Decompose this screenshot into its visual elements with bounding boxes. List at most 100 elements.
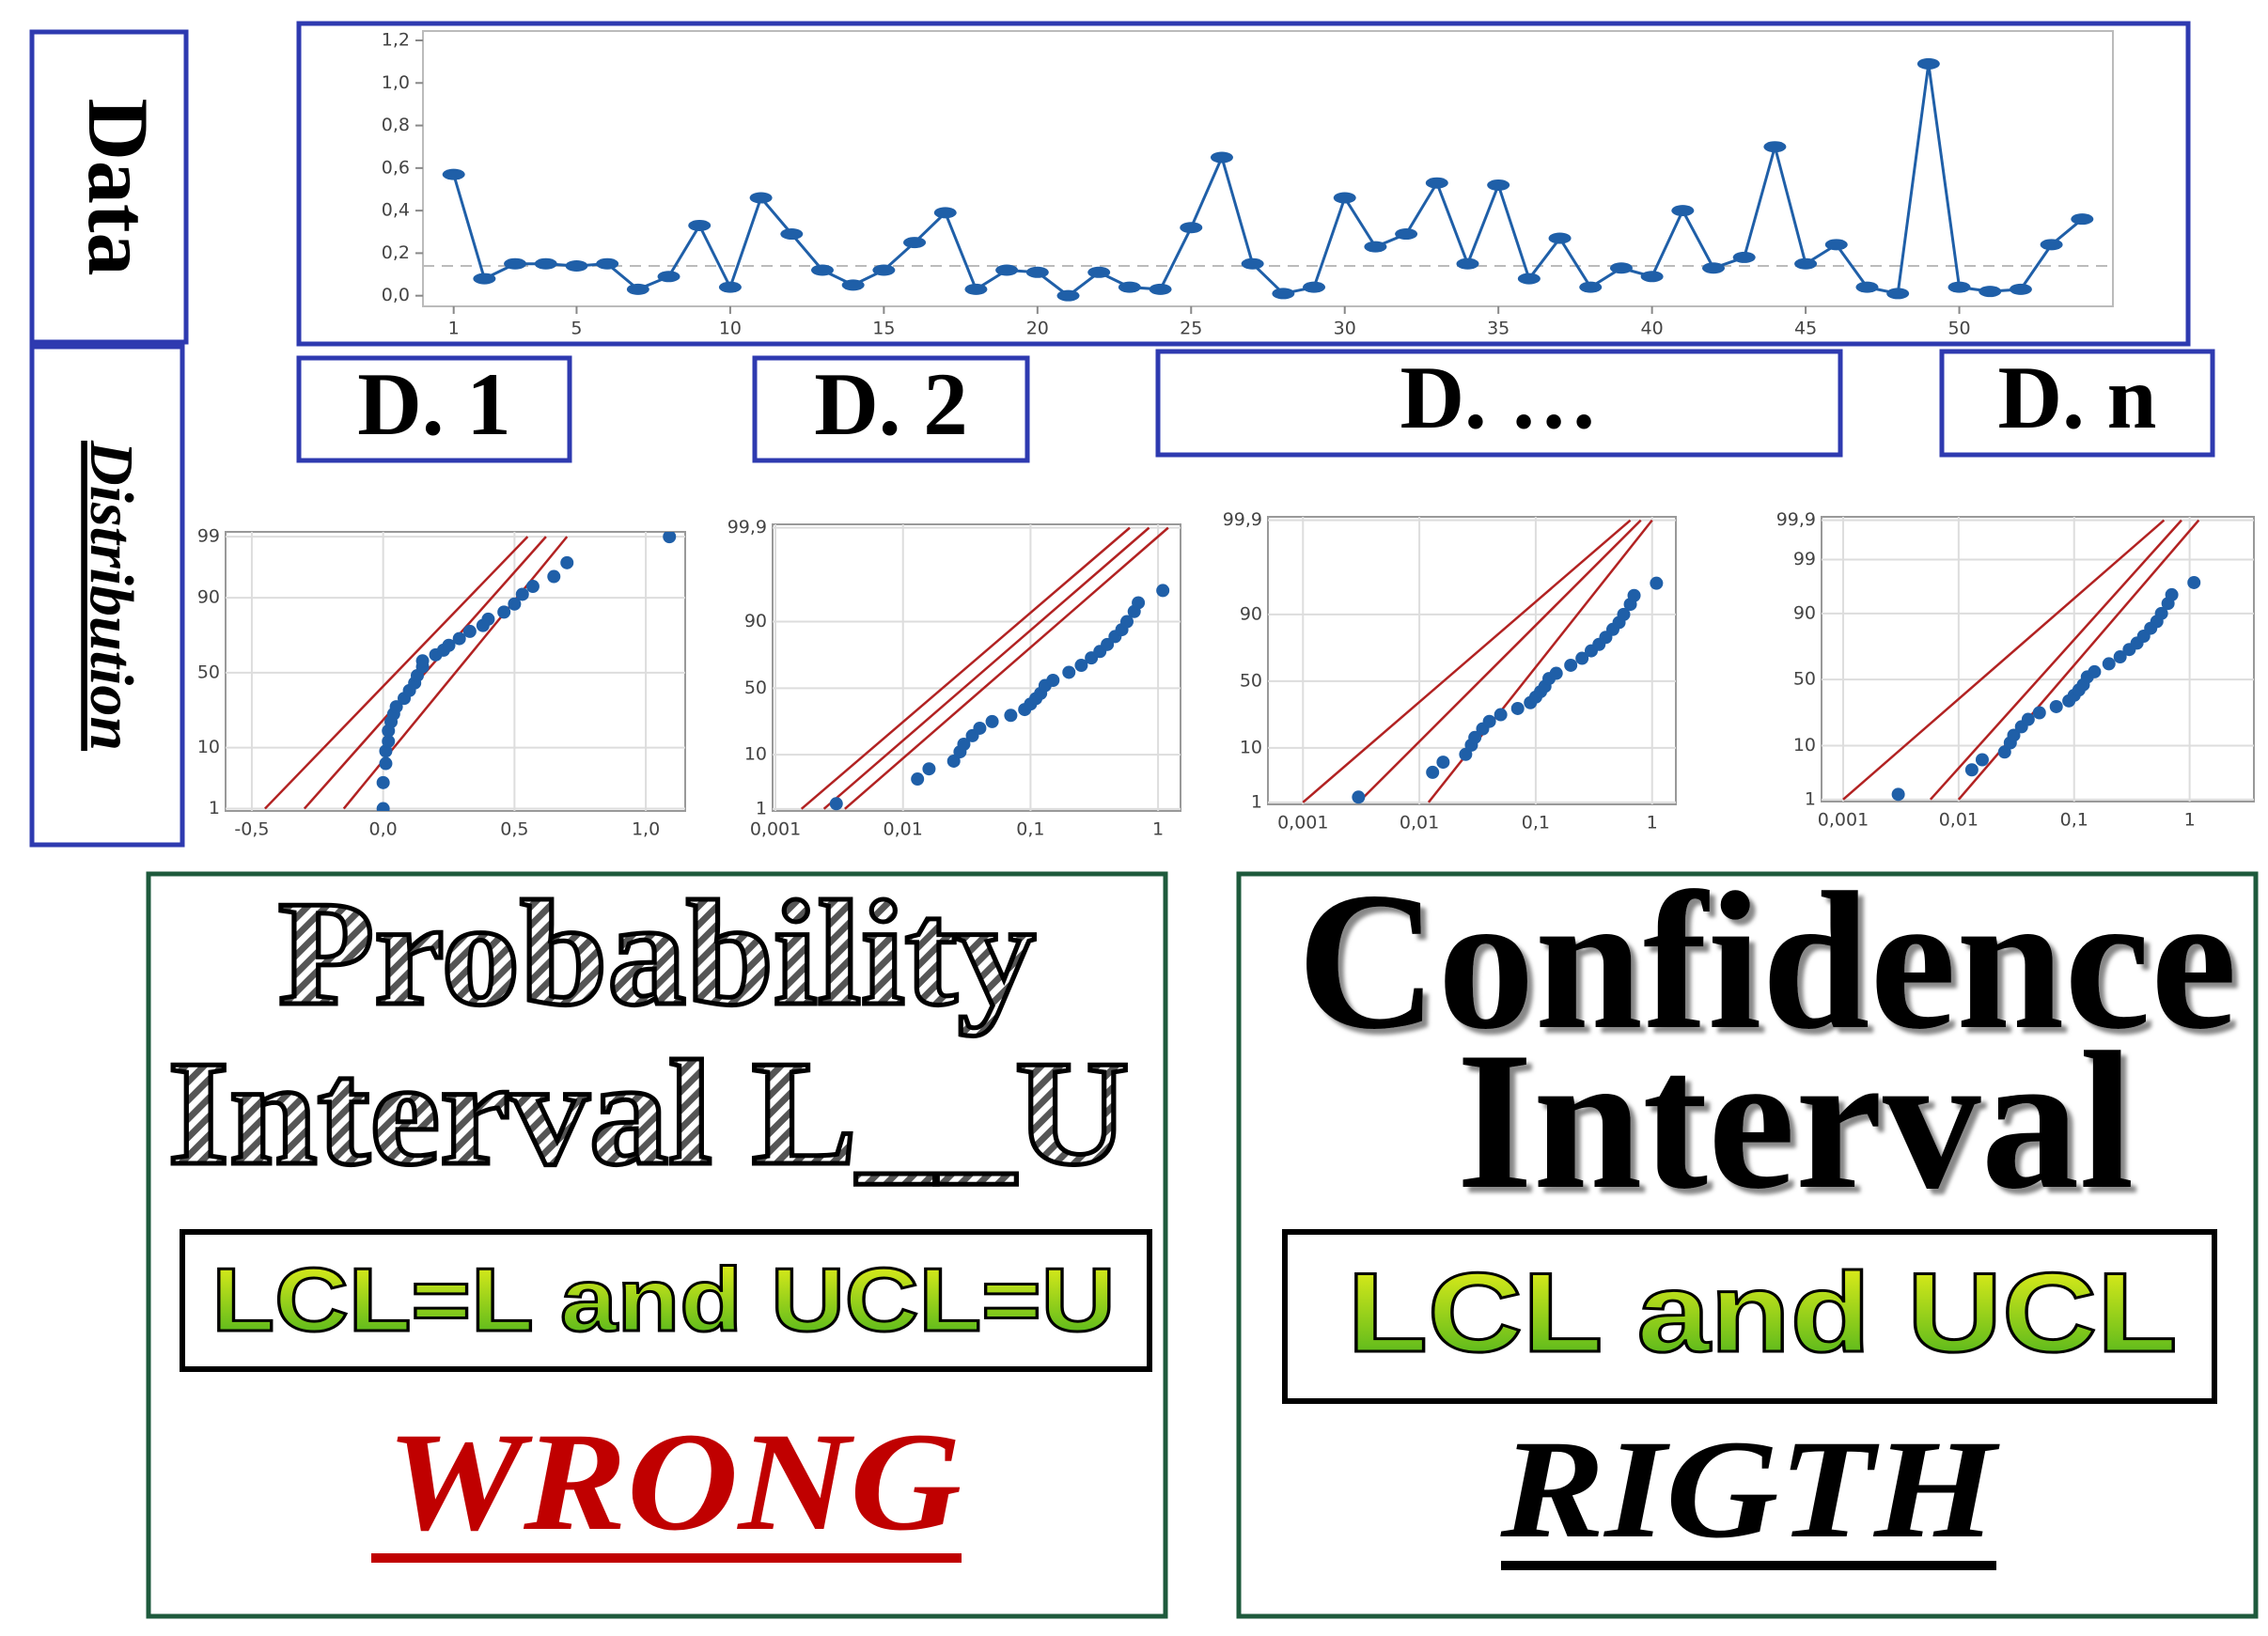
data-point: [1132, 596, 1146, 610]
plot-content: [1302, 519, 1664, 804]
data-line: [452, 63, 2084, 298]
fit-line: [1357, 519, 1642, 803]
y-tick-label: 1: [1805, 788, 1816, 809]
data-point: [2049, 699, 2063, 713]
data-point: [964, 283, 988, 295]
data-point: [508, 597, 522, 611]
group-label: D. …: [1400, 348, 1598, 447]
fit-line: [1842, 519, 2166, 801]
data-point: [780, 228, 804, 241]
x-tick-label: 50: [1947, 319, 1970, 339]
data-point: [379, 756, 393, 771]
data-point: [1964, 763, 1979, 777]
data-point: [718, 281, 742, 293]
data-point: [1650, 576, 1664, 590]
y-tick-label: 10: [744, 744, 767, 765]
group-box: [1939, 349, 2215, 458]
right-panel: [1236, 871, 2259, 1619]
data-point: [1156, 584, 1170, 598]
data-point: [565, 259, 588, 272]
left-box-text: LCL=L and UCL=U: [212, 1250, 1116, 1350]
data-point: [1979, 286, 2002, 298]
data-point: [749, 192, 773, 204]
left-title-1: Probability: [278, 869, 1036, 1036]
data-point: [1891, 787, 1905, 802]
x-tick-label: -0,5: [234, 819, 269, 840]
data-point: [1056, 289, 1080, 302]
y-tick-label: 0,8: [382, 115, 410, 135]
data-point: [1482, 714, 1496, 728]
data-point: [1732, 251, 1756, 263]
fit-line: [822, 526, 1150, 810]
left-panel: [146, 871, 1168, 1619]
x-tick-label: 1: [1152, 819, 1164, 840]
x-tick-label: 0,5: [500, 819, 528, 840]
data-point: [2009, 283, 2032, 295]
data-point: [1916, 57, 1940, 70]
data-point: [1627, 588, 1641, 602]
data-point: [841, 279, 865, 291]
data-point: [1548, 232, 1572, 244]
y-tick-label: 10: [197, 737, 220, 757]
data-point: [2032, 706, 2046, 720]
fit-line: [1302, 519, 1632, 803]
data-point: [2165, 587, 2179, 601]
data-point: [1180, 222, 1203, 234]
data-point: [1855, 281, 1879, 293]
data-point: [415, 654, 430, 668]
left-inner-box: [180, 1229, 1152, 1372]
group-label: D. n: [1998, 348, 2157, 447]
y-tick-label: 1: [756, 798, 767, 818]
data-point: [1494, 708, 1508, 722]
data-point: [1272, 288, 1295, 300]
y-tick-label: 90: [197, 587, 220, 608]
data-point: [547, 569, 561, 584]
data-point: [2102, 657, 2116, 671]
group-label: D. 2: [814, 354, 968, 454]
data-point: [1702, 262, 1726, 274]
y-tick-label: 90: [1240, 603, 1262, 624]
data-point: [903, 237, 927, 249]
data-point: [2113, 650, 2127, 664]
y-tick-label: 0,2: [382, 242, 410, 263]
y-tick-label: 99: [197, 526, 220, 547]
x-tick-label: 35: [1487, 319, 1509, 339]
right-verdict: RIGTH: [1499, 1411, 2000, 1567]
y-tick-label: 50: [744, 678, 767, 698]
data-point: [1510, 701, 1525, 715]
data-point: [1210, 151, 1233, 164]
data-point: [1352, 790, 1366, 804]
data-point: [1087, 266, 1111, 278]
x-tick-label: 0,1: [1016, 819, 1044, 840]
data-point: [382, 734, 396, 748]
y-tick-label: 50: [1240, 670, 1262, 691]
data-point: [1640, 271, 1664, 283]
data-point: [957, 738, 971, 752]
data-point: [462, 624, 477, 638]
plot-frame: [1267, 516, 1677, 805]
y-tick-label: 0,0: [382, 285, 410, 305]
group-box: [296, 355, 572, 463]
plot-content: [800, 526, 1170, 811]
data-point: [2088, 664, 2102, 678]
data-point: [973, 721, 987, 735]
x-tick-label: 40: [1641, 319, 1664, 339]
data-point: [1824, 239, 1848, 251]
y-tick-label: 0,6: [382, 157, 410, 178]
data-point: [688, 219, 712, 231]
data-point: [596, 257, 619, 270]
data-label: Data: [70, 98, 166, 275]
right-inner-box: [1282, 1229, 2217, 1404]
data-box: [29, 29, 189, 345]
data-point: [1609, 262, 1633, 274]
data-point: [1794, 257, 1818, 270]
y-tick-label: 99,9: [727, 517, 767, 538]
data-point: [1617, 607, 1631, 621]
data-point: [1436, 756, 1450, 770]
data-point: [1046, 673, 1060, 687]
x-tick-label: 0,01: [1400, 813, 1439, 834]
data-point: [2021, 712, 2035, 726]
data-point: [810, 264, 834, 276]
data-point: [376, 775, 390, 789]
right-box-text: LCL and UCL: [1348, 1250, 2178, 1376]
